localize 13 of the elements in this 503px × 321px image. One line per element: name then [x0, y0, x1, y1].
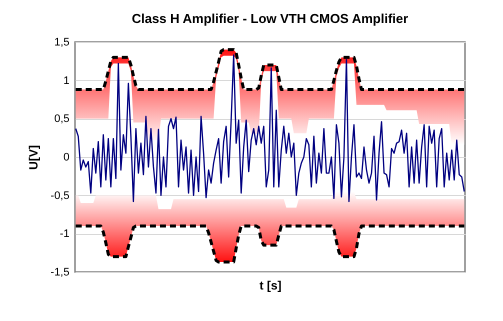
line-series [74, 224, 466, 264]
y-tick-label: -1,5 [50, 266, 70, 278]
line-series [75, 54, 465, 202]
chart-title: Class H Amplifier - Low VTH CMOS Amplifier [132, 11, 408, 26]
x-axis-title: t [s] [260, 278, 282, 292]
y-tick-label: 1,5 [54, 36, 70, 48]
y-tick-label: -0,5 [50, 190, 70, 202]
y-tick-label: 0,5 [54, 113, 70, 126]
y-tick-label: -1 [60, 228, 70, 240]
y-tick-label: 1 [63, 74, 70, 87]
y-axis-title: U[V] [26, 145, 41, 170]
line-series [74, 48, 466, 92]
y-tick-label: 0 [63, 152, 70, 164]
